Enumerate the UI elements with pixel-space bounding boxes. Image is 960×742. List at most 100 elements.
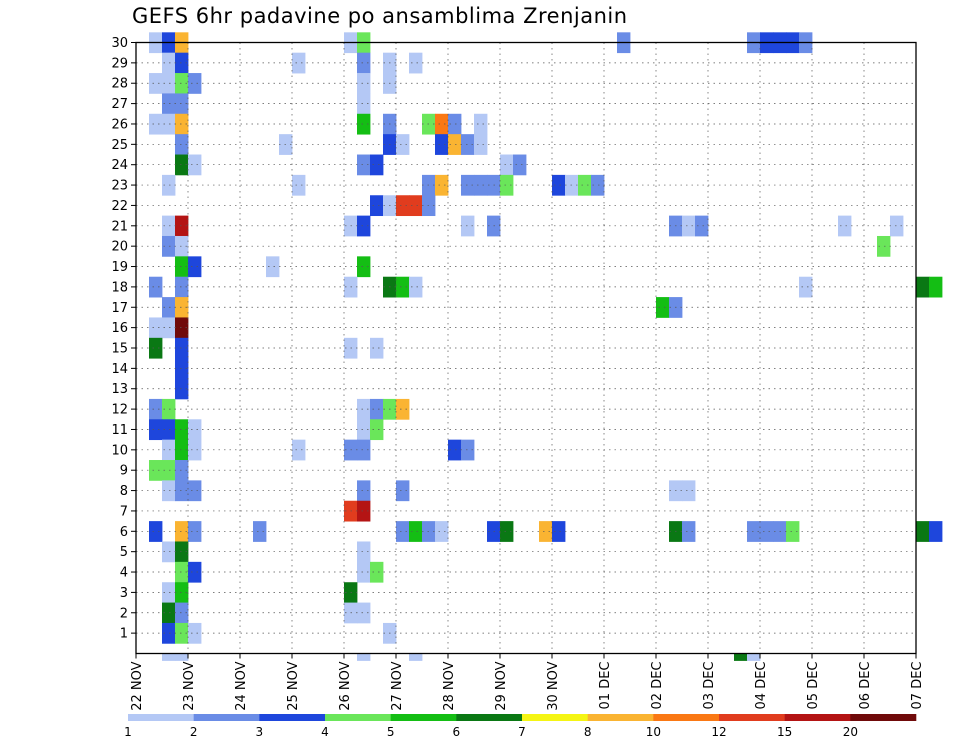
y-tick-label: 22 — [111, 199, 128, 214]
heatmap-cell — [175, 358, 189, 379]
heatmap-cell — [409, 195, 423, 217]
heatmap-cell — [357, 541, 371, 563]
y-tick-label: 14 — [111, 362, 128, 377]
y-tick-label: 13 — [111, 382, 128, 397]
y-tick-label: 16 — [111, 321, 128, 336]
x-tick-label: 27 NOV — [390, 661, 405, 710]
heatmap-cell — [188, 154, 202, 176]
x-tick-label: 26 NOV — [338, 661, 353, 710]
heatmap-cell — [461, 439, 475, 461]
heatmap-cell — [175, 378, 189, 400]
y-tick-label: 20 — [111, 240, 128, 255]
x-tick-label: 03 DEC — [702, 662, 717, 710]
heatmap-cell — [175, 73, 189, 94]
heatmap-cell — [292, 439, 306, 461]
heatmap-cell — [357, 500, 371, 522]
y-tick-label: 5 — [120, 545, 128, 560]
heatmap-cell — [188, 561, 202, 583]
chart-title: GEFS 6hr padavine po ansamblima Zrenjani… — [132, 4, 628, 28]
heatmap-cell — [500, 174, 514, 196]
heatmap-cell — [175, 134, 189, 155]
colorbar-swatch — [522, 714, 588, 721]
heatmap-cell — [149, 460, 163, 481]
heatmap-cell — [175, 419, 189, 441]
heatmap-cell — [370, 419, 384, 441]
heatmap-cell — [175, 561, 189, 583]
y-tick-label: 4 — [120, 566, 128, 581]
heatmap-cell — [357, 154, 371, 176]
heatmap-cell — [188, 73, 202, 94]
heatmap-cell — [188, 480, 202, 502]
heatmap-cell — [149, 317, 163, 339]
heatmap-cell — [409, 521, 423, 542]
x-tick-label: 02 DEC — [650, 662, 665, 710]
heatmap-cell — [266, 256, 280, 278]
x-tick-label: 05 DEC — [806, 662, 821, 710]
heatmap-cell — [162, 439, 176, 461]
x-tick-label: 30 NOV — [546, 661, 561, 710]
y-tick-label: 15 — [111, 342, 128, 357]
heatmap-cell — [149, 337, 163, 359]
heatmap-cell — [162, 235, 176, 257]
y-tick-label: 8 — [120, 484, 128, 499]
heatmap-cell — [188, 622, 202, 644]
y-tick-label: 19 — [111, 260, 128, 275]
heatmap-cell — [149, 73, 163, 94]
y-tick-label: 21 — [111, 219, 128, 234]
y-tick-label: 30 — [111, 36, 128, 51]
heatmap-cell — [747, 521, 761, 542]
heatmap-cell — [357, 419, 371, 441]
axes: 1234567891011121314151617181920212223242… — [111, 36, 925, 711]
heatmap-cell — [409, 52, 423, 74]
heatmap-cell — [734, 653, 748, 661]
heatmap-cell — [552, 521, 566, 542]
heatmap-cell — [357, 653, 371, 661]
heatmap-cell — [162, 460, 176, 481]
heatmap-cell — [162, 317, 176, 339]
y-tick-label: 18 — [111, 280, 128, 295]
x-tick-label: 01 DEC — [598, 662, 613, 710]
y-tick-label: 26 — [111, 117, 128, 132]
heatmap-cell — [162, 622, 176, 644]
heatmap-cell — [370, 398, 384, 420]
heatmap-cell — [682, 215, 696, 237]
heatmap-cell — [435, 113, 449, 135]
x-tick-label: 24 NOV — [234, 661, 249, 710]
heatmap-cell — [448, 113, 462, 135]
heatmap-cell — [175, 52, 189, 74]
x-tick-label: 28 NOV — [442, 661, 457, 710]
heatmap-cells — [149, 32, 943, 661]
heatmap-cell — [149, 276, 163, 298]
colorbar-label: 6 — [453, 725, 461, 739]
heatmap-cell — [396, 398, 410, 420]
heatmap-cell — [175, 480, 189, 502]
heatmap-cell — [175, 297, 189, 318]
y-tick-label: 27 — [111, 97, 128, 112]
x-tick-label: 23 NOV — [182, 661, 197, 710]
heatmap-cell — [162, 73, 176, 94]
heatmap-cell — [578, 174, 592, 196]
x-tick-label: 25 NOV — [286, 661, 301, 710]
colorbar-swatch — [850, 714, 917, 721]
colorbar-swatch — [456, 714, 523, 721]
heatmap-cell — [474, 134, 488, 155]
colorbar-label: 12 — [711, 725, 726, 739]
heatmap-cell — [175, 93, 189, 115]
heatmap-cell — [175, 622, 189, 644]
heatmap-cell — [175, 154, 189, 176]
heatmap-cell — [461, 134, 475, 155]
heatmap-cell — [435, 174, 449, 196]
heatmap-cell — [695, 215, 709, 237]
heatmap-cell — [188, 419, 202, 441]
heatmap-cell — [929, 521, 943, 542]
heatmap-cell — [188, 439, 202, 461]
heatmap-cell — [357, 93, 371, 115]
heatmap-cell — [292, 174, 306, 196]
heatmap-cell — [292, 52, 306, 74]
heatmap-cell — [357, 480, 371, 502]
heatmap-cell — [890, 215, 904, 237]
heatmap-cell — [357, 602, 371, 624]
heatmap-cell — [500, 154, 514, 176]
y-tick-label: 9 — [120, 464, 128, 479]
heatmap-cell — [747, 653, 761, 661]
